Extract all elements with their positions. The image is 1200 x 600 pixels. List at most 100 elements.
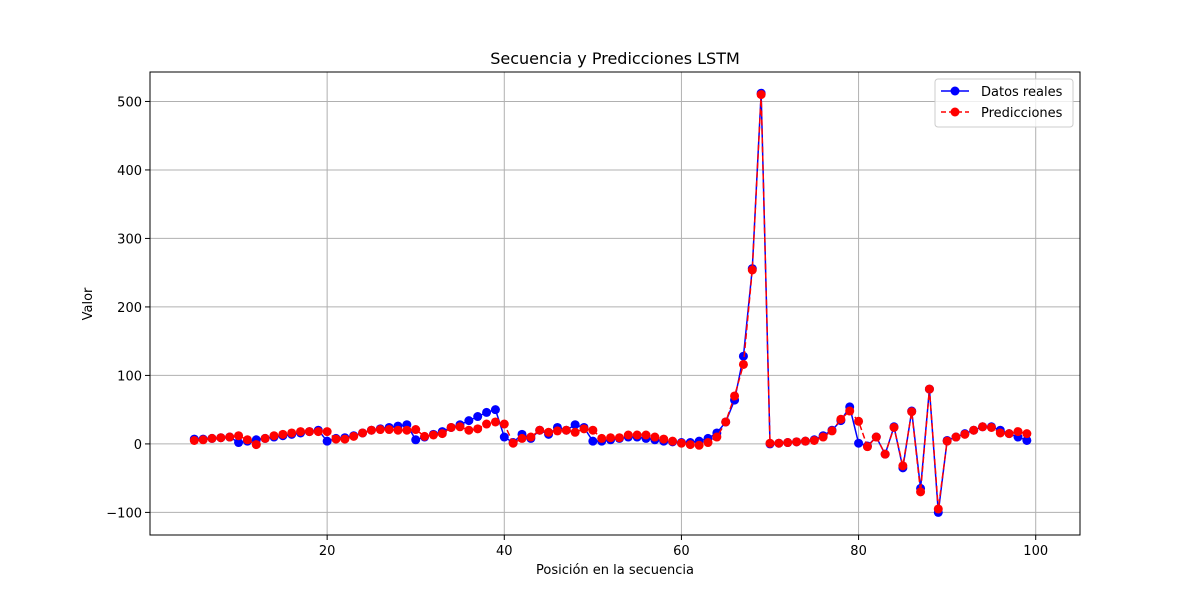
point-datos-reales [499,432,509,442]
x-tick-label: 20 [319,544,336,559]
point-predicciones [508,438,518,448]
legend-marker-datos-reales [950,86,960,96]
point-predicciones [446,422,456,432]
y-tick-label: 500 [117,95,142,110]
point-datos-reales [473,412,483,422]
point-predicciones [721,417,731,427]
point-predicciones [738,359,748,369]
point-predicciones [552,426,562,436]
point-predicciones [340,434,350,444]
point-predicciones [234,431,244,441]
point-predicciones [269,431,279,441]
point-predicciones [969,425,979,435]
point-predicciones [579,424,589,434]
point-predicciones [907,407,917,417]
point-predicciones [375,425,385,435]
point-predicciones [331,434,341,444]
legend: Datos reales Predicciones [934,78,1074,128]
point-predicciones [756,90,766,100]
point-predicciones [694,440,704,450]
y-axis-label: Valor [81,287,96,320]
point-datos-reales [482,407,492,417]
series-line-predicciones [194,93,1028,510]
point-datos-reales [1022,435,1032,445]
point-predicciones [366,425,376,435]
point-predicciones [942,436,952,446]
point-predicciones [251,440,261,450]
point-predicciones [544,427,554,437]
point-predicciones [641,430,651,440]
point-predicciones [570,427,580,437]
point-predicciones [437,429,447,439]
point-predicciones [1004,429,1014,439]
y-tick-label: −100 [106,506,142,521]
point-predicciones [685,440,695,450]
point-predicciones [349,431,359,441]
ticks-layer: 20 40 60 80 100 −100 0 100 200 300 400 500 [106,95,1048,559]
y-tick-label: 200 [117,301,142,316]
point-predicciones [490,417,500,427]
point-predicciones [650,432,660,442]
point-predicciones [792,437,802,447]
point-predicciones [862,442,872,452]
point-predicciones [712,432,722,442]
series-predicciones [189,90,1032,514]
point-predicciones [933,504,943,514]
point-datos-reales [411,435,421,445]
point-predicciones [632,430,642,440]
x-tick-label: 40 [496,544,513,559]
legend-marker-predicciones [950,107,960,117]
x-tick-label: 80 [850,544,867,559]
point-predicciones [978,422,988,432]
y-tick-label: 300 [117,232,142,247]
point-predicciones [393,425,403,435]
point-predicciones [304,427,314,437]
point-predicciones [198,435,208,445]
plot-frame [149,71,1081,536]
point-datos-reales [738,351,748,361]
point-predicciones [668,436,678,446]
point-predicciones [358,428,368,438]
point-predicciones [951,432,961,442]
point-predicciones [800,436,810,446]
point-predicciones [482,419,492,429]
point-predicciones [703,438,713,448]
point-predicciones [1022,429,1032,439]
point-predicciones [313,427,323,437]
x-axis-label: Posición en la secuencia [536,563,694,578]
point-predicciones [499,419,509,429]
point-predicciones [676,438,686,448]
point-predicciones [287,428,297,438]
point-predicciones [597,433,607,443]
point-datos-reales [464,416,474,426]
point-predicciones [1013,427,1023,437]
point-predicciones [411,425,421,435]
x-tick-label: 60 [673,544,690,559]
point-predicciones [871,432,881,442]
point-predicciones [614,433,624,443]
point-predicciones [880,449,890,459]
point-predicciones [916,487,926,497]
point-datos-reales [854,438,864,448]
point-predicciones [189,435,199,445]
point-predicciones [924,384,934,394]
point-predicciones [809,435,819,445]
point-predicciones [216,433,226,443]
point-predicciones [889,422,899,432]
point-predicciones [517,433,527,443]
point-datos-reales [570,420,580,430]
point-datos-reales [588,436,598,446]
point-predicciones [854,416,864,426]
legend-box [934,78,1074,128]
y-tick-label: 100 [117,369,142,384]
point-predicciones [747,265,757,275]
point-predicciones [420,431,430,441]
point-datos-reales [322,436,332,446]
point-predicciones [588,425,598,435]
grid-layer [150,72,1080,535]
point-predicciones [606,433,616,443]
point-predicciones [473,424,483,434]
point-predicciones [535,425,545,435]
x-tick-label: 100 [1023,544,1048,559]
